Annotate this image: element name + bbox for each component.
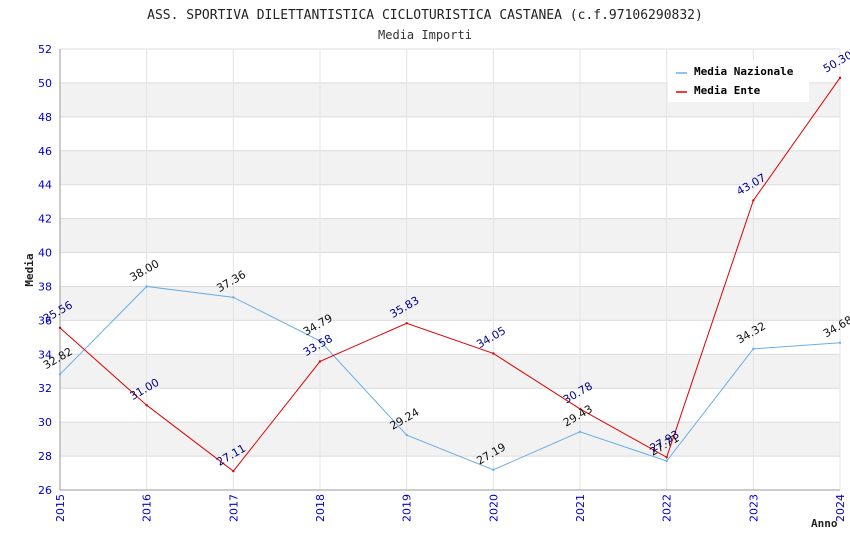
y-tick-label: 26 (38, 484, 52, 497)
x-tick-label: 2021 (574, 494, 587, 522)
gridlines (59, 48, 841, 491)
x-tick-label: 2019 (401, 494, 414, 522)
data-point-media-ente (578, 407, 582, 411)
y-tick-label: 42 (38, 213, 52, 226)
background-bands (60, 82, 840, 457)
series-line-media-ente (59, 77, 841, 472)
x-axis-label: Anno (811, 517, 838, 530)
y-tick-label: 32 (38, 382, 52, 395)
background-band (60, 422, 840, 457)
legend-label-media-ente: Media Ente (694, 84, 761, 97)
data-point-media-nazionale (578, 430, 582, 434)
data-point-media-ente (405, 322, 408, 325)
data-label-media-nazionale: 38.00 (128, 257, 162, 284)
y-tick-label: 38 (38, 280, 52, 293)
background-band (60, 218, 840, 253)
y-axis-ticks: 26 28 30 32 34 36 38 40 42 44 46 48 50 52 (38, 43, 52, 497)
x-tick-label: 2015 (54, 494, 67, 522)
data-point-media-ente (752, 199, 755, 202)
data-point-media-ente (318, 360, 322, 363)
data-point-media-ente (665, 456, 668, 459)
x-tick-label: 2024 (834, 494, 847, 522)
x-tick-label: 2016 (141, 494, 154, 522)
x-tick-label: 2022 (661, 494, 674, 522)
x-tick-label: 2023 (747, 494, 760, 522)
y-tick-label: 48 (38, 111, 52, 124)
y-tick-label: 52 (38, 43, 52, 56)
x-tick-label: 2017 (227, 494, 240, 522)
background-band (60, 354, 840, 389)
data-point-media-nazionale (405, 433, 408, 437)
data-label-media-nazionale: 34.32 (734, 319, 768, 346)
data-point-media-nazionale (232, 296, 235, 299)
data-label-media-ente: 50.30 (821, 48, 850, 75)
background-band (60, 150, 840, 185)
data-label-media-ente: 35.56 (41, 298, 75, 325)
data-point-media-ente (145, 403, 148, 407)
data-point-media-nazionale (145, 285, 148, 288)
legend-label-media-nazionale: Media Nazionale (694, 65, 794, 78)
data-point-media-nazionale (58, 373, 62, 376)
x-tick-label: 2018 (314, 494, 327, 522)
y-tick-label: 50 (38, 77, 52, 90)
x-tick-label: 2020 (487, 494, 500, 522)
legend-box (668, 60, 809, 102)
y-tick-label: 30 (38, 416, 52, 429)
y-tick-label: 28 (38, 450, 52, 463)
series-line-media-nazionale (59, 285, 841, 471)
legend: Media Nazionale Media Ente (668, 60, 809, 102)
chart-title: ASS. SPORTIVA DILETTANTISTICA CICLOTURIS… (147, 8, 703, 23)
data-point-media-ente (58, 326, 62, 330)
data-label-media-ente: 34.05 (474, 324, 508, 351)
y-tick-label: 44 (38, 179, 52, 192)
y-tick-label: 36 (38, 314, 52, 327)
data-point-media-ente (838, 76, 842, 80)
y-tick-label: 40 (38, 247, 52, 260)
y-tick-label: 34 (38, 348, 52, 361)
data-point-media-nazionale (838, 341, 842, 344)
data-point-media-nazionale (318, 339, 322, 343)
data-point-media-nazionale (752, 347, 755, 351)
data-point-media-nazionale (492, 468, 495, 472)
chart-subtitle: Media Importi (378, 28, 472, 42)
x-axis-ticks: 2015 2016 2017 2018 2019 2020 2021 2022 2023 2024 (54, 494, 847, 522)
series-group (58, 76, 842, 473)
y-axis-label: Media (23, 253, 36, 286)
data-point-media-nazionale (665, 459, 668, 463)
data-point-media-ente (492, 352, 495, 355)
y-tick-label: 46 (38, 145, 52, 158)
data-point-media-ente (232, 469, 235, 473)
